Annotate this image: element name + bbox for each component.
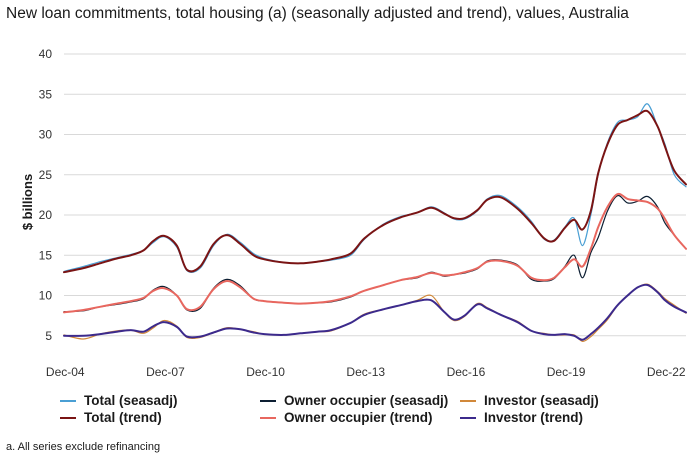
y-tick-label: 10	[39, 289, 53, 303]
legend-item-investor-trend[interactable]: Investor (trend)	[460, 410, 583, 425]
legend-item-investor-seasadj[interactable]: Investor (seasadj)	[460, 393, 599, 408]
series-line-owner-occupier-trend	[63, 192, 687, 314]
legend-label: Total (trend)	[84, 410, 162, 425]
series-line-total-trend	[63, 109, 687, 274]
footnote: a. All series exclude refinancing	[6, 441, 161, 453]
y-tick-label: 15	[39, 248, 53, 262]
x-tick-label: Dec-07	[146, 365, 185, 379]
legend-item-owner-occupier-trend[interactable]: Owner occupier (trend)	[260, 410, 433, 425]
y-tick-label: 5	[45, 329, 52, 343]
y-tick-label: 35	[39, 87, 53, 101]
x-tick-label: Dec-22	[647, 365, 686, 379]
legend-swatch	[460, 399, 476, 402]
legend-label: Investor (seasadj)	[484, 393, 599, 408]
legend-item-total-seasadj[interactable]: Total (seasadj)	[60, 393, 178, 408]
x-tick-label: Dec-13	[346, 365, 385, 379]
legend-label: Owner occupier (seasadj)	[284, 393, 449, 408]
line-chart: 5 10 15 20 25 30 35 40 $ billions Dec-04 Dec-07 Dec…	[20, 47, 687, 379]
series-line-investor-trend	[63, 283, 687, 341]
legend-swatch	[260, 416, 276, 419]
y-tick-label: 30	[39, 128, 53, 142]
legend-label: Investor (trend)	[484, 410, 584, 425]
legend-swatch	[460, 416, 476, 419]
legend-swatch	[60, 399, 76, 402]
legend-item-total-trend[interactable]: Total (trend)	[60, 410, 162, 425]
legend-swatch	[60, 416, 76, 419]
legend-swatch	[260, 399, 276, 402]
legend-item-owner-occupier-seasadj[interactable]: Owner occupier (seasadj)	[260, 393, 448, 408]
x-tick-label: Dec-16	[447, 365, 486, 379]
legend-label: Owner occupier (trend)	[284, 410, 433, 425]
y-tick-label: 20	[39, 208, 53, 222]
series-line-owner-occupier-seasadj	[63, 194, 687, 313]
x-tick-label: Dec-04	[46, 365, 85, 379]
chart-title: New loan commitments, total housing (a) …	[6, 5, 629, 22]
series-line-total-seasadj	[63, 103, 687, 273]
y-tick-label: 40	[39, 47, 53, 61]
legend-label: Total (seasadj)	[84, 393, 178, 408]
y-axis-title: $ billions	[20, 174, 35, 230]
x-tick-label: Dec-19	[547, 365, 586, 379]
x-tick-label: Dec-10	[246, 365, 285, 379]
y-tick-label: 25	[39, 168, 53, 182]
